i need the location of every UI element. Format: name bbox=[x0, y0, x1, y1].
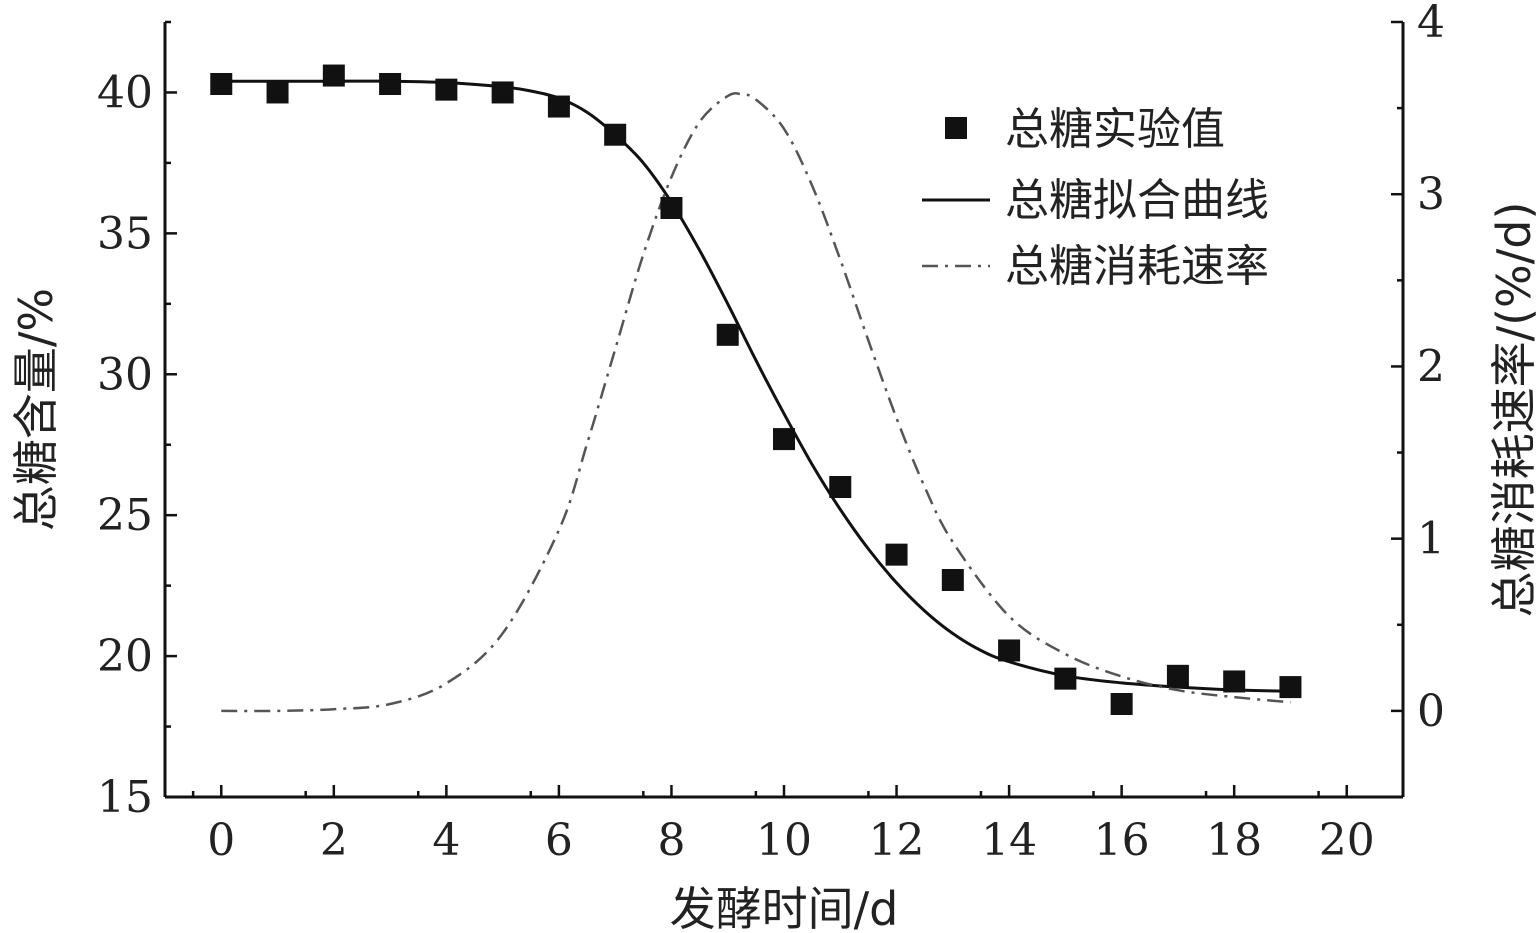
data-point bbox=[716, 323, 739, 346]
data-point bbox=[379, 73, 402, 95]
data-point bbox=[1223, 670, 1246, 693]
data-point bbox=[1166, 664, 1189, 687]
data-point bbox=[547, 95, 570, 118]
legend-marker-experiment bbox=[945, 117, 967, 139]
y-left-tick-label: 40 bbox=[97, 67, 153, 118]
x-tick-label: 0 bbox=[207, 815, 235, 866]
y-left-tick-label: 20 bbox=[97, 631, 153, 682]
data-point bbox=[210, 73, 233, 95]
data-point bbox=[829, 476, 852, 498]
legend-label-rate: 总糖消耗速率 bbox=[1005, 241, 1269, 292]
data-point bbox=[604, 123, 627, 146]
series-markers bbox=[210, 64, 1302, 715]
x-tick-label: 16 bbox=[1094, 815, 1150, 866]
data-point bbox=[941, 569, 964, 591]
data-point bbox=[1054, 667, 1077, 690]
legend-label-experiment: 总糖实验值 bbox=[1005, 104, 1225, 155]
y-left-tick-label: 35 bbox=[97, 208, 153, 259]
legend-label-fit: 总糖拟合曲线 bbox=[1005, 175, 1269, 226]
x-tick-label: 14 bbox=[981, 815, 1037, 866]
data-point bbox=[491, 81, 514, 104]
data-point bbox=[773, 428, 795, 451]
x-tick-label: 4 bbox=[432, 815, 460, 866]
y-right-tick-label: 1 bbox=[1417, 514, 1445, 565]
y-right-tick-label: 2 bbox=[1417, 341, 1445, 392]
y-right-tick-label: 3 bbox=[1417, 169, 1445, 220]
data-point bbox=[322, 64, 345, 87]
data-point bbox=[885, 543, 908, 566]
x-tick-label: 20 bbox=[1319, 815, 1375, 866]
x-tick-label: 10 bbox=[756, 815, 812, 866]
x-tick-label: 6 bbox=[545, 815, 573, 866]
data-point bbox=[998, 639, 1021, 662]
x-tick-label: 2 bbox=[320, 815, 348, 866]
y-axis-left-title: 总糖含量/% bbox=[9, 288, 63, 531]
y-left-tick-label: 25 bbox=[97, 490, 153, 541]
data-point bbox=[266, 81, 289, 104]
y-right-tick-label: 4 bbox=[1417, 0, 1445, 48]
x-tick-label: 8 bbox=[657, 815, 685, 866]
x-tick-label: 18 bbox=[1206, 815, 1262, 866]
series-lines bbox=[221, 79, 1291, 713]
data-point bbox=[1279, 676, 1302, 699]
x-tick-label: 12 bbox=[869, 815, 925, 866]
y-left-tick-label: 30 bbox=[97, 349, 153, 400]
data-point bbox=[435, 78, 458, 101]
data-point bbox=[1110, 693, 1133, 715]
y-right-tick-label: 0 bbox=[1417, 686, 1445, 737]
y-left-tick-label: 15 bbox=[97, 772, 153, 823]
series-line-1 bbox=[221, 79, 1291, 693]
x-axis-title: 发酵时间/d bbox=[670, 882, 899, 933]
data-point bbox=[660, 197, 683, 219]
legend: 总糖实验值 总糖拟合曲线 总糖消耗速率 bbox=[922, 104, 1269, 292]
y-axis-right-title: 总糖消耗速率/(%/d) bbox=[1487, 202, 1540, 618]
